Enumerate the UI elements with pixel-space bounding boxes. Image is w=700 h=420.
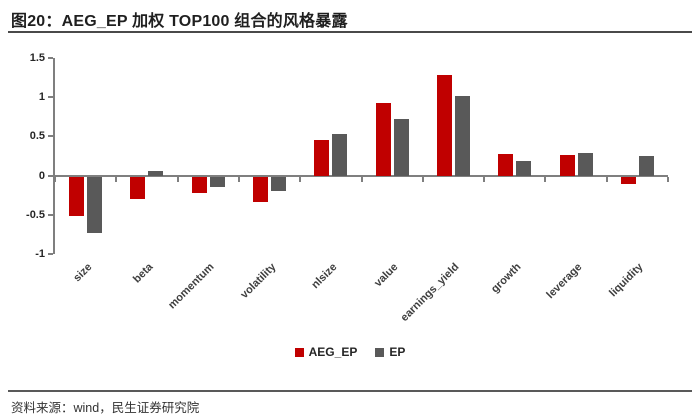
y-axis-tick: [48, 253, 53, 255]
y-axis-tick: [48, 174, 53, 177]
x-axis-tick: [360, 176, 363, 182]
x-axis-tick: [667, 176, 669, 182]
bar-aeg_ep-leverage: [559, 155, 575, 176]
x-axis-tick: [176, 176, 179, 182]
bar-aeg_ep-growth: [498, 154, 514, 176]
y-axis-tick-label: -1: [35, 248, 45, 260]
legend-swatch-icon: [375, 347, 385, 357]
bar-aeg_ep-value: [375, 102, 391, 176]
bar-ep-size: [87, 176, 103, 234]
x-axis-tick: [605, 176, 608, 182]
bar-ep-momentum: [209, 176, 225, 187]
bar-ep-leverage: [577, 152, 593, 176]
figure-title: 图20：AEG_EP 加权 TOP100 组合的风格暴露: [11, 13, 348, 30]
y-axis-tick: [48, 96, 53, 99]
bar-ep-earnings_yield: [454, 96, 470, 176]
x-axis-tick: [483, 176, 486, 182]
bar-aeg_ep-liquidity: [620, 176, 636, 185]
title-underline: [8, 31, 692, 33]
bar-aeg_ep-size: [69, 176, 85, 216]
y-axis-tick: [48, 135, 53, 138]
x-axis-tick: [299, 176, 302, 182]
legend-label: EP: [389, 345, 406, 359]
bar-aeg_ep-volatility: [253, 176, 269, 203]
x-axis-zero-line: [55, 174, 668, 177]
bar-aeg_ep-nlsize: [314, 139, 330, 176]
y-axis-tick: [48, 57, 53, 59]
y-axis-tick-label: 1.5: [29, 52, 45, 64]
y-axis-tick-label: 1: [38, 91, 45, 104]
legend-label: AEG_EP: [308, 345, 358, 359]
bar-aeg_ep-momentum: [191, 176, 207, 194]
bar-chart-plot-area: 1.5 1 0.5 0 -0.5 -1 size beta momentum volatility…: [26, 52, 669, 324]
bar-ep-beta: [148, 170, 164, 176]
bar-aeg_ep-beta: [130, 176, 146, 199]
bar-ep-nlsize: [332, 134, 348, 176]
bar-ep-volatility: [271, 176, 287, 191]
x-axis-tick: [115, 176, 118, 182]
x-axis-tick: [237, 176, 240, 182]
bar-aeg_ep-earnings_yield: [436, 75, 452, 176]
y-axis-line: [53, 58, 55, 254]
legend-swatch-icon: [294, 347, 304, 357]
x-axis-tick: [54, 176, 56, 182]
x-axis-tick: [544, 176, 547, 182]
legend-item-aeg_ep: AEG_EP: [294, 345, 358, 359]
bar-ep-growth: [516, 161, 532, 176]
bar-ep-value: [393, 119, 409, 176]
legend-item-ep: EP: [375, 345, 405, 359]
bar-ep-liquidity: [638, 156, 654, 176]
x-axis-tick: [421, 176, 424, 182]
chart-legend: AEG_EP EP: [0, 345, 700, 359]
source-note: 资料来源：wind，民生证券研究院: [11, 401, 200, 415]
y-axis-tick-label: 0: [38, 169, 45, 182]
footer-divider: [8, 390, 692, 392]
y-axis-tick-label: 0.5: [29, 130, 45, 143]
y-axis-tick: [48, 213, 53, 216]
y-axis-tick-label: -0.5: [26, 208, 45, 221]
